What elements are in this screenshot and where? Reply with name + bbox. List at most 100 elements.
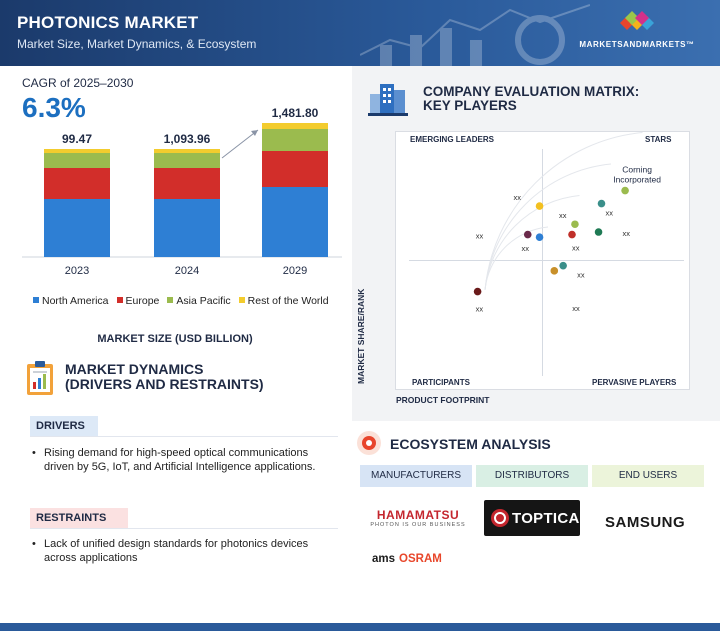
market-dynamics-title: MARKET DYNAMICS (DRIVERS AND RESTRAINTS) xyxy=(65,362,264,392)
ecosystem-col-manufacturers: MANUFACTURERS xyxy=(360,465,472,487)
matrix-point-label: xx xyxy=(559,211,567,220)
matrix-arc xyxy=(484,163,612,291)
page-title: PHOTONICS MARKET xyxy=(17,13,199,32)
footer-bar xyxy=(0,623,720,631)
decorative-chart-background xyxy=(360,4,590,66)
bar-total-label: 1,481.80 xyxy=(272,106,319,120)
ams-logo-text: ams xyxy=(372,553,396,565)
cagr-value: 6.3% xyxy=(22,92,86,123)
matrix-point-label: xx xyxy=(476,232,484,241)
corning-label-line2: Incorporated xyxy=(613,175,661,185)
brand-logo: MARKETSANDMARKETS™ xyxy=(572,10,702,49)
matrix-arc xyxy=(484,195,580,291)
legend-item: Asia Pacific xyxy=(167,295,231,307)
restraint-item: Lack of unified design standards for pho… xyxy=(30,537,340,565)
legend-swatch xyxy=(33,297,39,304)
matrix-point xyxy=(621,186,629,195)
bar-total-label: 99.47 xyxy=(62,132,92,146)
matrix-point xyxy=(594,228,603,236)
legend-item: Rest of the World xyxy=(238,295,329,307)
restraints-tag: RESTRAINTS xyxy=(30,508,128,528)
x-tick-label: 2024 xyxy=(175,265,199,277)
matrix-point xyxy=(550,267,559,275)
matrix-point xyxy=(535,202,544,210)
ecosystem-title: ECOSYSTEM ANALYSIS xyxy=(390,436,551,452)
matrix-point-label: xx xyxy=(572,304,580,313)
hamamatsu-logo-text: HAMAMATSU xyxy=(376,508,460,522)
x-tick-label: 2029 xyxy=(283,265,307,277)
bar-segment-rest-of-the-world xyxy=(154,149,220,153)
chart-x-label: MARKET SIZE (USD BILLION) xyxy=(97,333,253,345)
matrix-point xyxy=(568,230,576,239)
bar-segment-europe xyxy=(154,168,220,199)
ecosystem-col-end-users: END USERS xyxy=(592,465,704,487)
matrix-point-label: xx xyxy=(572,244,580,253)
bar-segment-north-america xyxy=(44,199,110,257)
toptica-mark-icon xyxy=(491,509,509,527)
legend-swatch xyxy=(167,297,174,304)
evaluation-matrix-title-line2: KEY PLAYERS xyxy=(423,98,517,113)
matrix-point xyxy=(559,261,567,270)
page-subtitle: Market Size, Market Dynamics, & Ecosyste… xyxy=(17,37,257,51)
bar-total-label: 1,093.96 xyxy=(164,132,211,146)
matrix-point xyxy=(535,233,544,241)
buildings-icon xyxy=(368,84,408,116)
bar-segment-north-america xyxy=(154,199,220,257)
matrix-point-label: xx xyxy=(606,209,614,218)
legend-label: North America xyxy=(42,295,109,307)
matrix-x-axis-label: PRODUCT FOOTPRINT xyxy=(396,395,490,405)
legend-label: Rest of the World xyxy=(247,295,329,307)
bar-segment-europe xyxy=(262,151,328,187)
matrix-point xyxy=(571,220,579,229)
toptica-logo-text: TOPTICA xyxy=(512,510,580,527)
ams-osram-logo: ams OSRAM xyxy=(372,553,442,565)
matrix-point-label: xx xyxy=(623,229,631,238)
hamamatsu-logo: HAMAMATSU PHOTON IS OUR BUSINESS xyxy=(368,508,468,528)
matrix-point-label: xx xyxy=(514,193,522,202)
legend-label: Europe xyxy=(125,295,160,307)
matrix-y-axis-label: MARKET SHARE/RANK xyxy=(356,288,366,384)
legend-item: Europe xyxy=(116,295,160,307)
brand-mark-icon xyxy=(620,11,654,30)
market-dynamics-title-line1: MARKET DYNAMICS xyxy=(65,361,204,377)
growth-arrow-head xyxy=(251,130,258,136)
matrix-point xyxy=(597,199,606,208)
page-header: PHOTONICS MARKET Market Size, Market Dyn… xyxy=(0,0,720,66)
osram-logo-text: OSRAM xyxy=(399,553,442,565)
bar-segment-rest-of-the-world xyxy=(44,149,110,153)
clipboard-icon xyxy=(27,361,53,395)
matrix-point-label: xx xyxy=(476,305,484,314)
restraints-divider xyxy=(30,528,338,529)
evaluation-matrix-title-line1: COMPANY EVALUATION MATRIX: xyxy=(423,84,640,99)
market-dynamics-title-line2: (DRIVERS AND RESTRAINTS) xyxy=(65,376,264,392)
bar-segment-europe xyxy=(44,168,110,199)
matrix-point-label: xx xyxy=(522,244,530,253)
cagr-label: CAGR of 2025–2030 xyxy=(22,76,134,90)
bar-segment-asia-pacific xyxy=(262,129,328,151)
stacked-bar-chart: 99.47 2023 1,093.96 2024 1,481.80 2029 xyxy=(22,106,342,277)
legend-label: Asia Pacific xyxy=(176,295,231,307)
legend-swatch xyxy=(238,297,245,304)
matrix-arc xyxy=(484,132,643,291)
growth-arrow xyxy=(221,129,259,159)
quadrant-pervasive-players: PERVASIVE PLAYERS xyxy=(592,378,677,387)
matrix-point xyxy=(473,287,482,296)
brand-name: MARKETSANDMARKETS™ xyxy=(579,40,695,49)
corning-label-line1: Corning xyxy=(622,165,652,175)
evaluation-matrix-title: COMPANY EVALUATION MATRIX: KEY PLAYERS xyxy=(423,85,639,113)
legend-item: North America xyxy=(33,295,109,307)
hamamatsu-tagline: PHOTON IS OUR BUSINESS xyxy=(370,522,466,528)
ecosystem-col-distributors: DISTRIBUTORS xyxy=(476,465,588,487)
bar-segment-north-america xyxy=(262,187,328,257)
bar-segment-asia-pacific xyxy=(154,153,220,168)
bar-segment-rest-of-the-world xyxy=(262,123,328,129)
quadrant-participants: PARTICIPANTS xyxy=(412,378,470,387)
drivers-divider xyxy=(30,436,338,437)
toptica-logo: TOPTICA xyxy=(484,500,580,536)
quadrant-emerging-leaders: EMERGING LEADERS xyxy=(410,135,495,144)
driver-item: Rising demand for high-speed optical com… xyxy=(30,446,340,474)
legend-swatch xyxy=(116,297,123,304)
matrix-point xyxy=(523,230,532,239)
samsung-logo: SAMSUNG xyxy=(605,514,686,531)
